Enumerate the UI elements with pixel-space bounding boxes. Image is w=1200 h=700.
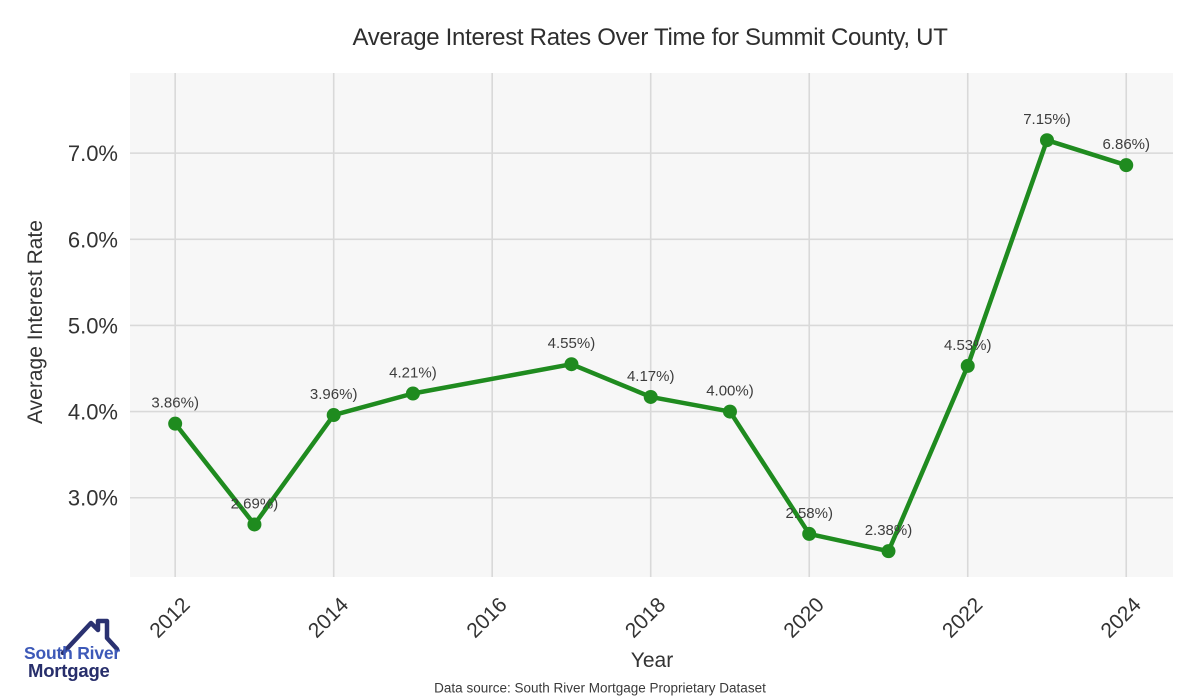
data-point — [960, 358, 975, 373]
data-point — [722, 404, 737, 419]
data-point-label: 4.55%) — [548, 335, 596, 352]
x-axis-label: Year — [630, 649, 674, 672]
x-tick-label: 2014 — [304, 593, 354, 643]
logo-text-line2: Mortgage — [28, 660, 110, 681]
data-point-label: 4.17%) — [627, 368, 675, 385]
data-point — [405, 386, 420, 401]
y-tick-label: 5.0% — [68, 313, 118, 338]
data-point — [643, 389, 658, 404]
house-roof-icon — [60, 618, 120, 655]
y-tick-label: 3.0% — [68, 486, 118, 511]
data-point — [564, 357, 579, 372]
data-point — [881, 544, 896, 559]
series-line — [172, 137, 1129, 554]
data-point — [326, 408, 341, 423]
company-logo: South River Mortgage — [0, 600, 160, 700]
data-point-label: 4.00%) — [706, 383, 754, 400]
x-tick-label: 2022 — [938, 593, 987, 642]
x-tick-label: 2024 — [1096, 593, 1146, 643]
data-point — [168, 416, 183, 431]
y-tick-label: 4.0% — [68, 400, 118, 425]
data-point-label: 3.96%) — [310, 386, 358, 403]
chart-title: Average Interest Rates Over Time for Sum… — [352, 24, 948, 51]
y-tick-label: 6.0% — [68, 227, 118, 252]
data-point-label: 6.86%) — [1102, 136, 1150, 153]
x-tick-label: 2016 — [462, 593, 511, 642]
data-point-label: 2.69%) — [231, 495, 279, 512]
x-tick-label: 2020 — [779, 593, 828, 642]
data-point-label: 7.15%) — [1023, 111, 1071, 128]
data-point-label: 2.58%) — [785, 505, 833, 522]
logo-text-line1: South River — [24, 643, 121, 663]
data-source-caption: Data source: South River Mortgage Propri… — [434, 680, 766, 696]
data-point-label: 3.86%) — [151, 395, 199, 412]
data-point — [247, 517, 262, 532]
data-point-label: 2.38%) — [865, 522, 913, 539]
data-point-label: 4.21%) — [389, 364, 437, 381]
data-point — [1039, 133, 1054, 148]
x-tick-label: 2018 — [621, 593, 670, 642]
y-tick-label: 7.0% — [68, 141, 118, 166]
data-point — [1119, 158, 1134, 173]
data-point-label: 4.53%) — [944, 337, 992, 354]
data-point — [802, 526, 817, 541]
